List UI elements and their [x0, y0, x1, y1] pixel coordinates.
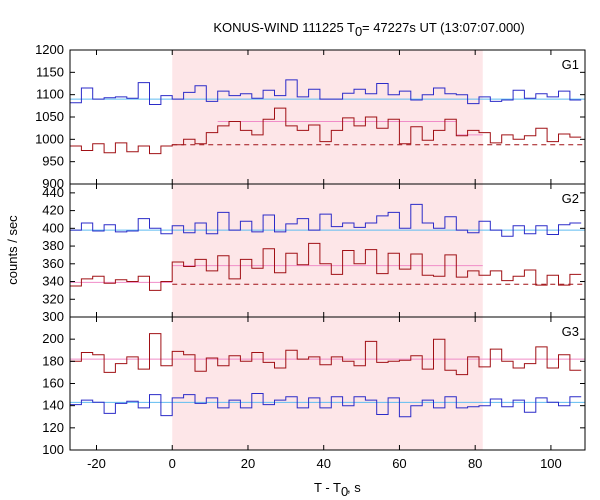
panel-g1: 900 950 1000 1050 1100 1150 1200 G1 — [35, 42, 586, 191]
y-axis-title: counts / sec — [5, 215, 20, 285]
burst-interval-shade — [172, 50, 483, 450]
panel-g2: 300 320 340 360 380 400 420 440 G2 — [42, 183, 586, 324]
title-subscript: 0 — [355, 24, 362, 39]
y-tick-label: 380 — [42, 238, 64, 253]
y-tick-label: 320 — [42, 291, 64, 306]
y-tick-label: 440 — [42, 185, 64, 200]
y-tick-label: 1100 — [36, 87, 64, 102]
y-tick-label: 160 — [42, 376, 64, 391]
chart-title: KONUS-WIND 111225 T 0 = 47227s UT (13:07… — [213, 20, 524, 39]
x-tick-label: 40 — [316, 456, 330, 471]
plot-area: 90095010001050110011501200G1300320340360… — [35, 42, 586, 471]
panel-g3: 100 120 140 160 180 200 G3 — [42, 316, 586, 457]
panel-label: G1 — [562, 57, 579, 72]
y-tick-label: 1150 — [36, 64, 64, 79]
title-rest: = 47227s UT (13:07:07.000) — [362, 20, 525, 35]
x-axis-title: T - T 0 , s — [314, 480, 361, 499]
panel-label: G2 — [562, 191, 579, 206]
y-tick-label: 100 — [42, 442, 64, 457]
y-tick-label: 200 — [42, 331, 64, 346]
series-line-red — [70, 333, 582, 376]
x-tick-label: -20 — [87, 456, 106, 471]
xlabel-main: T - T — [314, 480, 341, 495]
y-tick-label: 360 — [42, 256, 64, 271]
series-line-blue — [70, 79, 582, 105]
y-tick-label: 950 — [42, 154, 64, 169]
y-tick-label: 420 — [42, 203, 64, 218]
series-line-red — [70, 242, 582, 291]
title-main: KONUS-WIND 111225 T — [213, 20, 355, 35]
y-tick-label: 300 — [42, 309, 64, 324]
y-tick-label: 900 — [42, 176, 64, 191]
panel-label: G3 — [562, 324, 579, 339]
y-tick-label: 1200 — [35, 42, 64, 57]
y-tick-label: 340 — [42, 274, 64, 289]
x-tick-label: 20 — [241, 456, 255, 471]
series-line-blue — [70, 393, 582, 418]
xlabel-rest: , s — [347, 480, 361, 495]
x-tick-label: 80 — [468, 456, 482, 471]
y-tick-label: 120 — [42, 420, 64, 435]
xlabel-subscript: 0 — [341, 484, 348, 499]
y-tick-label: 400 — [42, 220, 64, 235]
x-tick-label: 0 — [169, 456, 176, 471]
y-tick-label: 1050 — [35, 109, 64, 124]
series-line-red — [70, 107, 582, 155]
x-tick-label: 60 — [392, 456, 406, 471]
y-tick-label: 180 — [42, 353, 64, 368]
series-line-blue — [70, 203, 582, 237]
y-tick-label: 1000 — [35, 131, 64, 146]
x-tick-label: 100 — [540, 456, 562, 471]
y-tick-label: 140 — [42, 398, 64, 413]
